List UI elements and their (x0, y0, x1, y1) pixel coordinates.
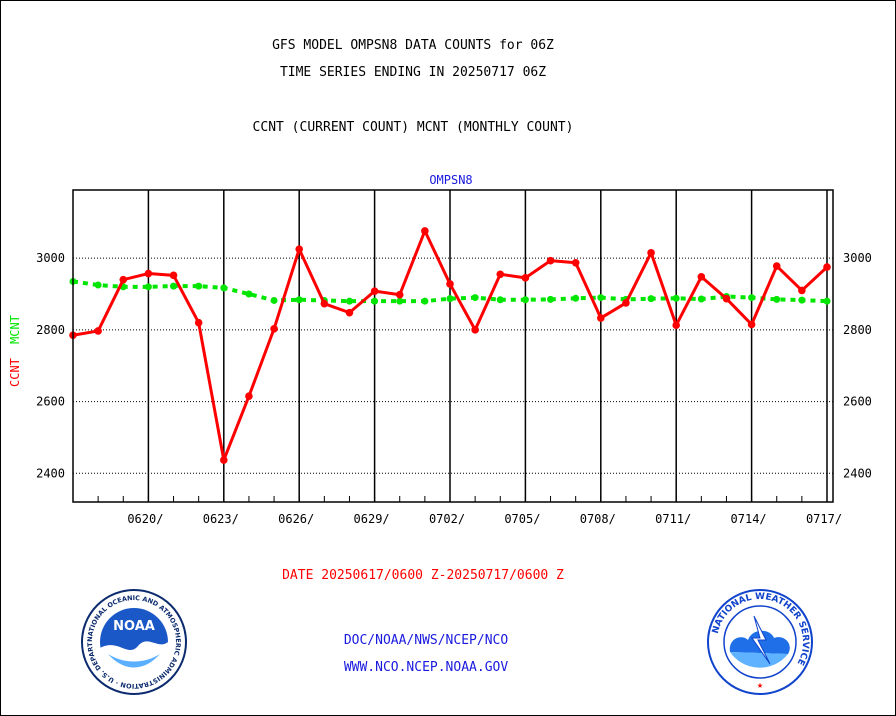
ccnt-point (119, 275, 128, 284)
ccnt-point (421, 227, 429, 235)
y-tick-label-left: 2800 (36, 323, 65, 337)
y-tick-label-right: 2400 (843, 466, 872, 480)
mcnt-point (295, 296, 303, 304)
x-tick-label: 0629/ (354, 512, 390, 526)
mcnt-point (220, 284, 228, 292)
x-tick-label: 0620/ (127, 512, 163, 526)
x-tick-label: 0705/ (504, 512, 540, 526)
y-tick-label-right: 2600 (843, 395, 872, 409)
ccnt-point (672, 321, 680, 330)
ccnt-point (647, 248, 655, 257)
mcnt-point (446, 295, 454, 303)
ccnt-point (295, 245, 304, 253)
chart-title-line2: TIME SERIES ENDING IN 20250717 06Z (279, 65, 547, 80)
y-tick-label-left: 2600 (36, 395, 65, 409)
y-tick-label-left: 3000 (36, 251, 65, 265)
date-range: DATE 20250617/0600 Z-20250717/0600 Z (282, 568, 564, 583)
ccnt-point (220, 456, 228, 464)
ccnt-point (622, 299, 630, 307)
mcnt-point (521, 296, 529, 304)
ccnt-point (747, 320, 756, 329)
ccnt-point (446, 280, 454, 288)
mcnt-point (421, 297, 429, 305)
x-tick-label: 0702/ (429, 512, 465, 526)
mcnt-point (572, 294, 580, 302)
y-tick-label-right: 3000 (843, 251, 872, 265)
mcnt-point (371, 297, 379, 305)
mcnt-point (94, 281, 102, 289)
ccnt-point (345, 308, 354, 317)
ccnt-point (471, 326, 479, 334)
ccnt-point (144, 269, 153, 278)
x-tick-label: 0714/ (731, 512, 767, 526)
mcnt-point (270, 296, 278, 304)
noaa-logo: NATIONAL OCEANIC AND ATMOSPHERIC ADMINIS… (81, 589, 187, 695)
mcnt-point (345, 297, 353, 305)
star-icon: ★ (757, 680, 763, 691)
mcnt-point (471, 294, 479, 302)
ccnt-point (94, 327, 102, 335)
mcnt-point (195, 282, 203, 290)
grid-layer (73, 190, 833, 502)
chart-title-line3: CCNT (CURRENT COUNT) MCNT (MONTHLY COUNT… (252, 120, 574, 135)
footer-org-link[interactable]: DOC/NOAA/NWS/NCEP/NCO (343, 633, 509, 648)
mcnt-point (396, 297, 404, 305)
ccnt-series (69, 227, 831, 464)
x-tick-label: 0623/ (203, 512, 239, 526)
y-tick-label-right: 2800 (843, 323, 872, 337)
chart-title-line1: GFS MODEL OMPSN8 DATA COUNTS for 06Z (272, 38, 554, 53)
mcnt-point (748, 294, 756, 302)
plot-title: OMPSN8 (429, 173, 472, 187)
ccnt-point (772, 262, 781, 270)
noaa-logo-text: NOAA (113, 619, 155, 634)
mcnt-point (798, 296, 806, 304)
ccnt-point (169, 271, 178, 280)
tick-layer: 2400 2400 2600 2600 2800 2800 3000 3000 0620/062… (36, 251, 872, 526)
mcnt-point (547, 295, 555, 303)
ccnt-point (571, 259, 580, 267)
ccnt-point (245, 392, 253, 401)
x-tick-label: 0708/ (580, 512, 616, 526)
ccnt-point (194, 318, 203, 327)
x-tick-label: 0626/ (278, 512, 314, 526)
ccnt-point (823, 263, 831, 271)
nws-logo: NATIONAL WEATHER SERVICE ★ (707, 589, 813, 695)
plot-border (72, 189, 834, 503)
mcnt-point (245, 290, 253, 298)
ccnt-point (370, 287, 379, 295)
ccnt-point (697, 272, 706, 281)
footer-website-link[interactable]: WWW.NCO.NCEP.NOAA.GOV (343, 660, 509, 675)
ccnt-point (395, 290, 404, 299)
mcnt-point (672, 294, 680, 302)
mcnt-point (144, 283, 152, 291)
mcnt-point (647, 295, 655, 303)
ccnt-point (597, 314, 605, 322)
mcnt-point (773, 295, 781, 303)
ylabel-ccnt: CCNT (8, 358, 22, 387)
mcnt-point (823, 297, 831, 305)
ccnt-point (546, 256, 555, 265)
y-tick-label-left: 2400 (36, 466, 65, 480)
ccnt-point (798, 286, 806, 295)
ccnt-point (496, 270, 505, 279)
ylabel-mcnt: MCNT (8, 315, 22, 344)
ccnt-point (722, 294, 731, 303)
x-tick-label: 0717/ (806, 512, 842, 526)
mcnt-point (170, 282, 178, 290)
x-tick-label: 0711/ (655, 512, 691, 526)
ccnt-point (521, 274, 530, 282)
mcnt-point (697, 295, 705, 303)
ccnt-point (270, 324, 278, 333)
mcnt-point (496, 296, 504, 304)
ccnt-point (320, 299, 329, 308)
mcnt-point (597, 294, 605, 302)
